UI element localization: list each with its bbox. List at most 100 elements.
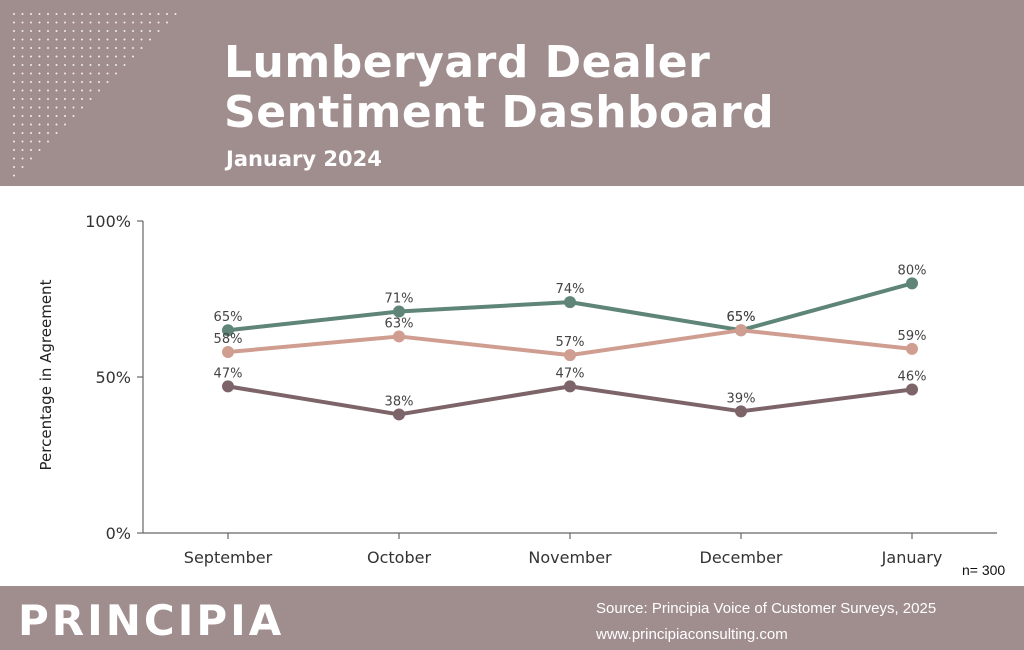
decoration-dot <box>21 123 24 126</box>
y-tick-label: 0% <box>106 524 131 543</box>
series-1-data-label: 65% <box>214 310 243 325</box>
decoration-dot <box>55 132 58 134</box>
decoration-dot <box>30 21 32 24</box>
decoration-dot <box>72 89 75 92</box>
decoration-dot <box>72 98 75 100</box>
series-2-point <box>393 330 405 343</box>
decoration-dot <box>38 72 41 75</box>
decoration-dot <box>13 81 15 83</box>
decoration-dot <box>89 47 92 49</box>
decoration-dot <box>13 157 15 160</box>
decoration-dot <box>98 72 100 75</box>
decoration-dot <box>30 132 32 134</box>
decoration-dot <box>55 21 58 24</box>
decoration-dot <box>98 64 100 66</box>
decoration-dot <box>64 13 66 15</box>
decoration-dot <box>106 64 109 66</box>
decoration-dot <box>89 81 92 83</box>
series-1-point <box>393 305 405 318</box>
decoration-dot <box>115 38 117 41</box>
decoration-dot <box>38 149 41 151</box>
decoration-dot <box>30 157 32 160</box>
decoration-dot <box>55 115 58 117</box>
decoration-dot <box>140 30 143 32</box>
decoration-dot <box>13 47 15 49</box>
decoration-dot <box>157 21 160 24</box>
series-2-data-label: 59% <box>898 329 927 344</box>
decoration-dot <box>115 30 117 32</box>
series-2-point <box>222 346 234 359</box>
decoration-dot <box>21 55 24 58</box>
decoration-dot <box>30 115 32 117</box>
decoration-dot <box>55 81 58 83</box>
decoration-dot <box>47 47 49 49</box>
decoration-dot <box>89 55 92 58</box>
decoration-dot <box>81 47 83 49</box>
decoration-dot <box>132 47 134 49</box>
decoration-dot <box>89 64 92 66</box>
decoration-dot <box>89 98 92 100</box>
dot-pattern-decoration <box>13 13 177 177</box>
decoration-dot <box>72 81 75 83</box>
decoration-dot <box>115 72 117 75</box>
series-3-point <box>735 405 747 418</box>
decoration-dot <box>55 106 58 109</box>
decoration-dot <box>55 89 58 92</box>
series-1-point <box>564 296 576 309</box>
website-link[interactable]: www.principiaconsulting.com <box>596 626 788 643</box>
decoration-dot <box>13 140 15 143</box>
decoration-dot <box>64 38 66 41</box>
decoration-dot <box>30 123 32 126</box>
decoration-dot <box>21 81 24 83</box>
decoration-dot <box>47 123 49 126</box>
x-tick-label: December <box>700 548 783 567</box>
decoration-dot <box>47 115 49 117</box>
decoration-dot <box>140 38 143 41</box>
decoration-dot <box>55 98 58 100</box>
decoration-dot <box>47 30 49 32</box>
x-tick-label: September <box>184 548 273 567</box>
decoration-dot <box>30 47 32 49</box>
decoration-dot <box>115 64 117 66</box>
series-2-data-label: 65% <box>727 310 756 325</box>
decoration-dot <box>47 106 49 109</box>
decoration-dot <box>38 115 41 117</box>
decoration-dot <box>123 47 126 49</box>
decoration-dot <box>98 21 100 24</box>
series-2-point <box>564 349 576 362</box>
decoration-dot <box>72 115 75 117</box>
decoration-dot <box>81 106 83 109</box>
x-tick-label: January <box>881 548 943 567</box>
decoration-dot <box>30 149 32 151</box>
series-3-data-label: 47% <box>214 366 243 381</box>
decoration-dot <box>81 55 83 58</box>
decoration-dot <box>132 13 134 15</box>
series-1-point <box>906 277 918 290</box>
decoration-dot <box>47 81 49 83</box>
decoration-dot <box>13 174 15 177</box>
decoration-dot <box>13 72 15 75</box>
decoration-dot <box>89 89 92 92</box>
decoration-dot <box>89 21 92 24</box>
decoration-dot <box>30 30 32 32</box>
decoration-dot <box>13 123 15 126</box>
decoration-dot <box>47 13 49 15</box>
decoration-dot <box>72 55 75 58</box>
decoration-dot <box>140 47 143 49</box>
series-1-data-label: 65% <box>727 310 756 325</box>
decoration-dot <box>106 30 109 32</box>
page-title: Lumberyard Dealer Sentiment Dashboard <box>224 38 774 138</box>
decoration-dot <box>132 21 134 24</box>
decoration-dot <box>47 38 49 41</box>
decoration-dot <box>98 81 100 83</box>
decoration-dot <box>21 64 24 66</box>
decoration-dot <box>106 55 109 58</box>
decoration-dot <box>64 123 66 126</box>
decoration-dot <box>64 98 66 100</box>
decoration-dot <box>89 72 92 75</box>
decoration-dot <box>174 13 177 15</box>
decoration-dot <box>106 21 109 24</box>
decoration-dot <box>38 13 41 15</box>
decoration-dot <box>21 140 24 143</box>
series-3-point <box>393 408 405 421</box>
